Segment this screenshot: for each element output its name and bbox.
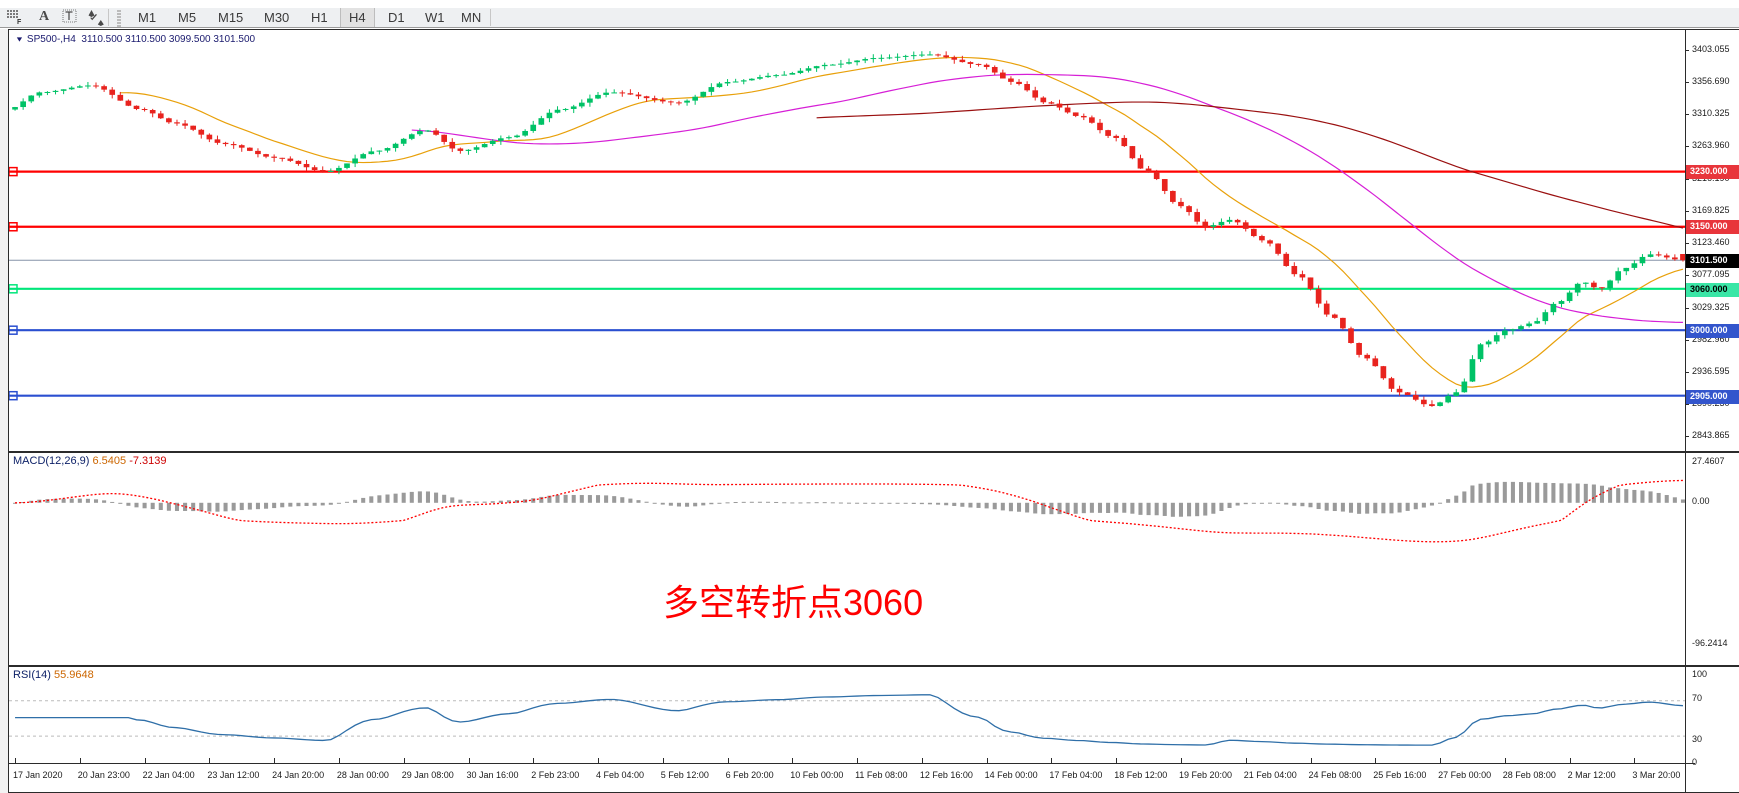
svg-text:F: F (17, 19, 22, 25)
